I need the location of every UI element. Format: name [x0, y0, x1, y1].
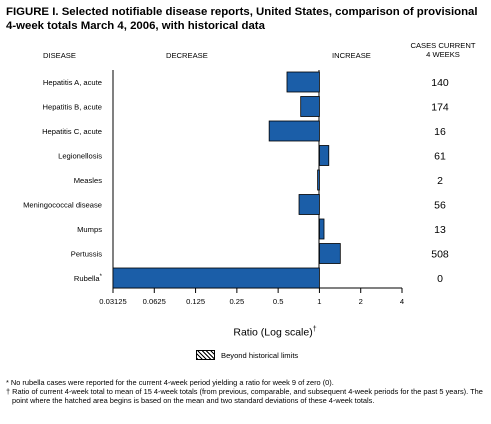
disease-header: DISEASE	[43, 51, 76, 60]
x-tick-label: 0.125	[186, 297, 205, 306]
x-axis-label: Ratio (Log scale)†	[170, 326, 380, 339]
category-name: Pertussis	[71, 250, 102, 259]
x-tick-label: 4	[400, 297, 404, 306]
category-name: Hepatitis C, acute	[42, 127, 102, 136]
category-name: Hepatitis B, acute	[42, 103, 102, 112]
cases-header-line2: 4 WEEKS	[426, 50, 460, 59]
bar	[298, 194, 320, 215]
category-label: Hepatitis C, acute	[42, 127, 102, 136]
category-marker: *	[100, 274, 103, 280]
category-label: Measles	[74, 176, 102, 185]
footnote-star: * No rubella cases were reported for the…	[6, 378, 334, 387]
bar	[268, 120, 320, 142]
case-count: 2	[437, 175, 443, 187]
category-label: Rubella*	[74, 274, 103, 283]
increase-header: INCREASE	[332, 51, 371, 60]
category-name: Legionellosis	[58, 152, 102, 161]
x-tick-label: 0.5	[273, 297, 284, 306]
cases-header: CASES CURRENT 4 WEEKS	[388, 41, 491, 59]
category-label: Hepatitis A, acute	[43, 78, 102, 87]
x-axis-label-text: Ratio (Log scale)	[233, 326, 313, 339]
bar	[319, 218, 325, 240]
figure-title: FIGURE I. Selected notifiable disease re…	[6, 6, 478, 32]
bar	[319, 243, 341, 264]
bar	[319, 145, 330, 166]
category-name: Meningococcal disease	[23, 201, 102, 210]
category-label: Pertussis	[71, 250, 102, 259]
x-tick-label: 0.25	[229, 297, 244, 306]
case-count: 174	[431, 102, 449, 114]
hatched-legend-swatch	[196, 350, 215, 360]
category-label: Meningococcal disease	[23, 201, 102, 210]
category-label: Legionellosis	[58, 152, 102, 161]
decrease-header: DECREASE	[166, 51, 208, 60]
x-axis-label-marker: †	[312, 326, 317, 333]
category-name: Mumps	[77, 225, 102, 234]
x-tick-label: 0.03125	[99, 297, 126, 306]
case-count: 508	[431, 249, 449, 261]
case-count: 140	[431, 77, 449, 89]
x-tick-label: 0.0625	[143, 297, 166, 306]
footnote-dagger: † Ratio of current 4-week total to mean …	[6, 387, 483, 405]
bar	[286, 71, 320, 93]
bar	[300, 96, 320, 117]
bar	[112, 267, 320, 289]
category-name: Rubella	[74, 274, 101, 283]
case-count: 0	[437, 273, 443, 285]
cases-header-line1: CASES CURRENT	[410, 41, 476, 50]
category-name: Measles	[74, 176, 102, 185]
legend-label: Beyond historical limits	[221, 350, 299, 360]
x-tick-label: 1	[317, 297, 321, 306]
bar	[317, 169, 320, 191]
case-count: 13	[434, 224, 446, 236]
category-label: Hepatitis B, acute	[42, 103, 102, 112]
category-name: Hepatitis A, acute	[43, 78, 102, 87]
category-label: Mumps	[77, 225, 102, 234]
case-count: 61	[434, 151, 446, 163]
case-count: 16	[434, 126, 446, 138]
legend: Beyond historical limits	[196, 350, 298, 360]
x-tick-label: 2	[359, 297, 363, 306]
case-count: 56	[434, 200, 446, 212]
